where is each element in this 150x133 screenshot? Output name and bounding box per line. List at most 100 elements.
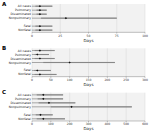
median-marker [39, 9, 41, 11]
plot-background [32, 48, 145, 76]
tick-label: 0 [31, 34, 33, 38]
tick-label: 300 [142, 78, 148, 82]
grid-line [145, 4, 146, 32]
range-line [32, 18, 117, 19]
iqr-bar [36, 114, 53, 115]
panel-label: C [2, 89, 6, 95]
tick-label: 500 [123, 122, 129, 126]
iqr-bar [39, 102, 76, 103]
iqr-bar [38, 98, 63, 99]
tick-label: 0 [31, 122, 33, 126]
median-marker [42, 94, 44, 96]
iqr-bar [37, 118, 65, 119]
iqr-bar [35, 54, 49, 55]
marks [32, 94, 132, 120]
median-marker [42, 98, 44, 100]
median-marker [39, 5, 41, 7]
range-line [32, 54, 49, 55]
range-line [32, 62, 115, 63]
x-axis-label: Days [84, 82, 94, 87]
range-line [32, 10, 47, 11]
iqr-bar [43, 62, 115, 63]
median-marker [39, 73, 41, 75]
tick-label: 100 [142, 34, 148, 38]
marks [32, 49, 115, 75]
iqr-bar [34, 70, 51, 71]
tick-label: 250 [123, 78, 129, 82]
iqr-bar [37, 14, 47, 15]
grid-line [69, 48, 70, 76]
range-line [32, 114, 53, 115]
tick-label: 50 [49, 78, 53, 82]
range-line [32, 106, 132, 107]
median-marker [36, 53, 38, 55]
median-marker [39, 13, 41, 15]
median-marker [69, 61, 71, 63]
range-line [32, 118, 65, 119]
range-line [32, 6, 52, 7]
median-marker [39, 57, 41, 59]
tick-label: 100 [48, 122, 54, 126]
grid-line [145, 48, 146, 76]
panel: 050100150200250300All casesPulmonaryDiss… [2, 45, 148, 87]
iqr-bar [35, 26, 52, 27]
median-marker [70, 106, 72, 108]
tick-label: 200 [104, 78, 110, 82]
median-marker [36, 69, 38, 71]
median-marker [39, 25, 41, 27]
tick-label: 75 [115, 34, 119, 38]
marks [32, 5, 117, 31]
iqr-bar [35, 30, 52, 31]
range-line [32, 14, 47, 15]
range-line [32, 98, 63, 99]
range-line [32, 94, 63, 95]
range-line [32, 74, 56, 75]
median-marker [39, 29, 41, 31]
x-axis-line [32, 76, 145, 77]
tick-label: 0 [31, 78, 33, 82]
range-line [32, 58, 55, 59]
median-marker [42, 118, 44, 120]
category-label: Nonfatal [18, 72, 31, 76]
median-marker [65, 17, 67, 19]
range-line [32, 102, 75, 103]
category-label: Nonfatal [18, 28, 31, 32]
iqr-bar [37, 10, 47, 11]
iqr-bar [37, 94, 63, 95]
tick-label: 400 [104, 122, 110, 126]
range-line [32, 70, 51, 71]
x-axis-label: Days [84, 38, 94, 43]
tick-label: 25 [58, 34, 62, 38]
grid-line [126, 48, 127, 76]
range-line [32, 50, 55, 51]
grid-line [145, 93, 146, 121]
panel-label: A [2, 1, 7, 7]
median-marker [39, 49, 41, 51]
iqr-bar [35, 74, 57, 75]
category-label: Nonpulmonary [9, 105, 31, 109]
plot-background [32, 4, 145, 32]
iqr-bar [51, 106, 132, 107]
panel: 0255075100All casesPulmonaryDisseminated… [2, 1, 148, 43]
category-label: Nonfatal [18, 117, 31, 121]
iqr-bar [41, 18, 117, 19]
panel: 0100200300400500600All casesPulmonaryDis… [2, 89, 148, 131]
tick-label: 200 [67, 122, 73, 126]
x-axis-label: Days [84, 126, 94, 131]
category-label: Nonpulmonary [9, 16, 31, 20]
median-marker [39, 114, 41, 116]
panel-label: B [2, 45, 6, 51]
median-marker [48, 102, 50, 104]
range-line [32, 30, 52, 31]
tick-label: 100 [67, 78, 73, 82]
plot-background [32, 93, 145, 121]
chart-root: 0255075100All casesPulmonaryDisseminated… [0, 0, 150, 133]
range-line [32, 26, 52, 27]
x-axis-line [32, 32, 145, 33]
iqr-bar [35, 58, 55, 59]
tick-label: 600 [142, 122, 148, 126]
x-axis-line [32, 121, 145, 122]
iqr-bar [35, 50, 55, 51]
category-label: Nonpulmonary [9, 61, 31, 65]
iqr-bar [35, 6, 52, 7]
